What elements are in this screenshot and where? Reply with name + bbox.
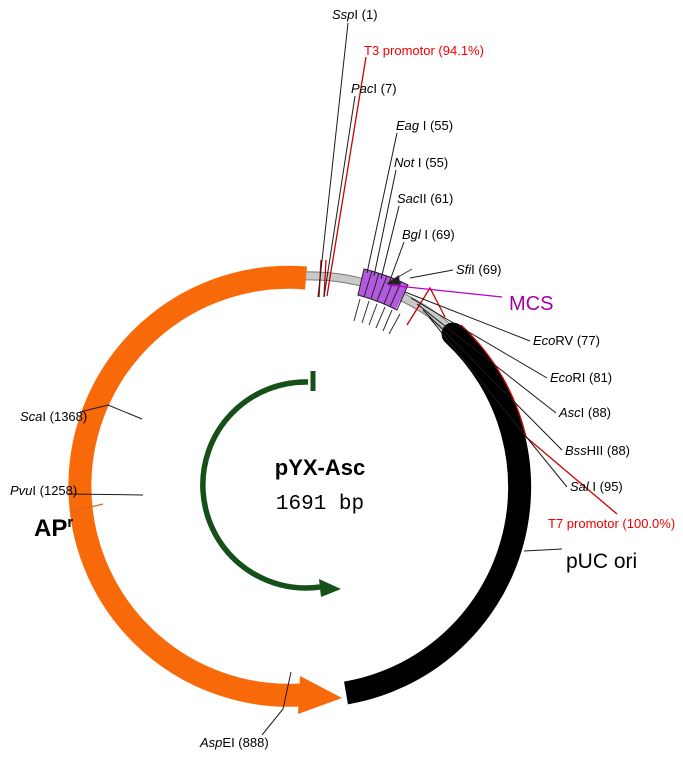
site-label-sspI: SspI (1) <box>332 7 378 22</box>
bssHII-leader <box>422 309 563 451</box>
puc-ori-arc <box>344 322 532 705</box>
site-label-ascI: AscI (88) <box>558 405 611 420</box>
pvuI-leader <box>67 493 144 496</box>
aspEI-leader <box>261 671 292 736</box>
site-label-ecoRI: EcoRI (81) <box>550 370 612 385</box>
ap-leader <box>70 503 104 513</box>
notI-leader <box>373 169 397 277</box>
t7-caret-mark <box>406 286 446 326</box>
site-label-bssHII: BssHII (88) <box>565 443 630 458</box>
site-label-pacI: PacI (7) <box>351 81 397 96</box>
puc-ori-leader <box>523 548 563 552</box>
mcs-label: MCS <box>509 293 553 315</box>
pacI-leader <box>323 95 356 298</box>
promoter-marks <box>318 56 618 515</box>
bglI-leader <box>388 241 405 284</box>
mcs-site-ticks <box>353 298 401 335</box>
plasmid-name: pYX-Asc <box>275 455 365 480</box>
ap-gene-arrowhead-icon <box>298 676 342 714</box>
t7-leader-line <box>525 436 618 515</box>
site-label-aspEI: AspEI (888) <box>199 735 269 750</box>
site-label-salI: Sal I (95) <box>570 479 623 494</box>
ecoRI-leader <box>410 297 548 379</box>
ap-gene-arc <box>68 265 342 714</box>
puc-ori-label: pUC ori <box>566 550 637 573</box>
orf-arrow <box>200 371 341 597</box>
puc-ori-body <box>344 325 532 705</box>
eagI-leader <box>366 132 398 274</box>
t3-promoter-label: T3 promotor (94.1%) <box>364 43 484 58</box>
ap-resistance-label: APr <box>34 514 73 542</box>
plasmid-size: 1691 bp <box>276 493 364 516</box>
orf-arrowhead-icon <box>319 579 341 597</box>
t7-promoter-label: T7 promotor (100.0%) <box>548 516 675 531</box>
ecoRV-leader <box>404 291 531 342</box>
scaI-leader <box>79 404 143 420</box>
site-label-eagI: Eag I (55) <box>396 118 453 133</box>
mcs-leader <box>387 284 503 298</box>
sfiI-leader <box>409 269 454 279</box>
site-label-pvuI: PvuI (1258) <box>10 483 77 498</box>
site-label-bglI: Bgl I (69) <box>402 227 455 242</box>
site-label-notI: Not I (55) <box>394 155 448 170</box>
site-label-ecoRV: EcoRV (77) <box>533 333 600 348</box>
t3-leader-line <box>326 56 367 297</box>
site-label-scaI: ScaI (1368) <box>20 409 87 424</box>
sacII-leader <box>380 205 400 280</box>
site-label-sfiI: SfiI (69) <box>456 262 502 277</box>
t7-region-arc <box>460 324 527 438</box>
orf-arrow-arc <box>200 379 321 591</box>
ap-gene-body <box>68 265 307 707</box>
sspI-leader <box>317 22 349 298</box>
t3-tick-2 <box>323 259 327 298</box>
ascI-leader <box>416 303 557 414</box>
salI-leader <box>428 316 568 488</box>
leader-lines <box>67 22 568 736</box>
site-label-sacII: SacII (61) <box>397 191 453 206</box>
